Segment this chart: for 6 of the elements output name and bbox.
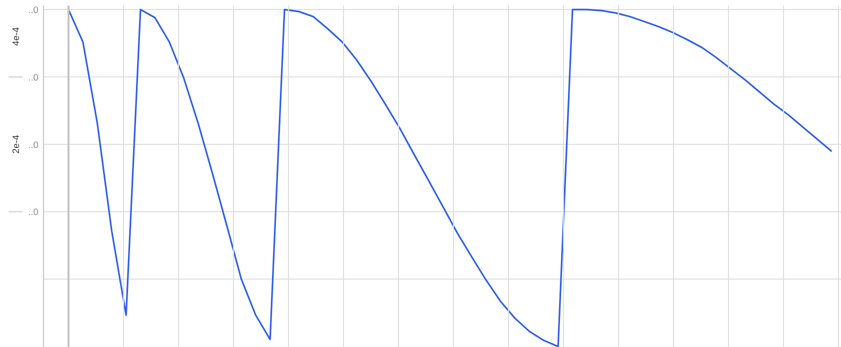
text: ..0 xyxy=(28,207,39,218)
text: ..0 xyxy=(28,5,39,16)
text: ..0 xyxy=(28,140,39,150)
text: 2e-4 xyxy=(11,134,21,154)
text: 4e-4 xyxy=(11,27,21,46)
text: ..0 xyxy=(28,72,39,82)
